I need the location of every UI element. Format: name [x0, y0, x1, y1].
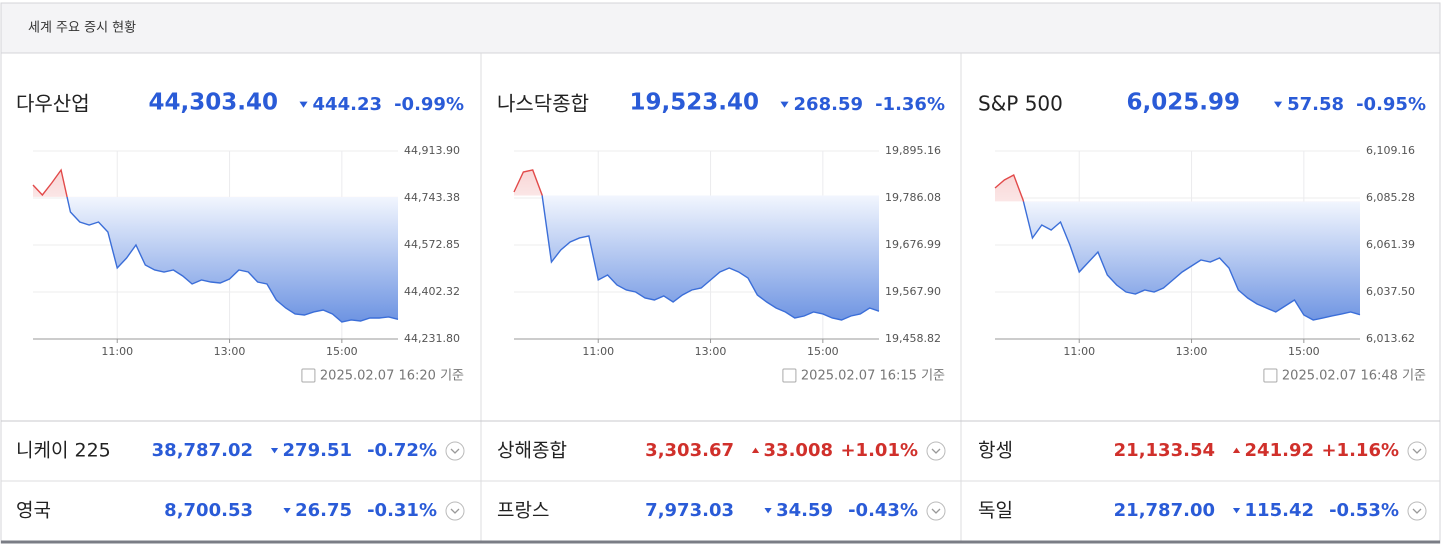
timestamp: 2025.02.07 16:20 기준: [320, 369, 464, 384]
expand-chevron: [931, 448, 941, 454]
expand-button[interactable]: [926, 501, 946, 521]
index-name: 프랑스: [497, 500, 549, 522]
index-change: 26.75: [295, 500, 352, 521]
index-price: 8,700.53: [164, 500, 253, 521]
y-tick-label: 44,572.85: [404, 238, 460, 251]
index-price: 21,133.54: [1114, 440, 1215, 461]
index-name: 항셍: [978, 440, 1013, 462]
x-tick-label: 11:00: [101, 345, 133, 358]
index-change: 57.58: [1287, 94, 1344, 115]
y-tick-label: 19,567.90: [885, 285, 941, 298]
index-name: S&P 500: [978, 92, 1063, 116]
y-tick-label: 19,895.16: [885, 144, 941, 157]
y-tick-label: 44,743.38: [404, 191, 460, 204]
direction-arrow: [283, 507, 291, 514]
expand-chevron: [450, 448, 460, 454]
index-price: 21,787.00: [1114, 500, 1215, 521]
y-tick-label: 44,913.90: [404, 144, 460, 157]
index-price: 7,973.03: [645, 500, 734, 521]
index-change-pct: +1.16%: [1321, 440, 1399, 461]
index-price: 19,523.40: [630, 90, 760, 116]
direction-arrow: [1232, 507, 1241, 514]
x-tick-label: 11:00: [582, 345, 614, 358]
area-fill: [33, 169, 398, 322]
expand-chevron: [931, 508, 941, 514]
direction-arrow: [1274, 101, 1283, 108]
index-price: 6,025.99: [1127, 90, 1241, 116]
y-tick-label: 44,402.32: [404, 285, 460, 298]
expand-button[interactable]: [445, 501, 465, 521]
expand-button[interactable]: [1407, 501, 1427, 521]
x-tick-label: 13:00: [1176, 345, 1208, 358]
index-price: 38,787.02: [152, 440, 253, 461]
expand-button[interactable]: [1407, 441, 1427, 461]
timestamp-icon: [1263, 368, 1278, 383]
header-title: 세계 주요 증시 현황: [28, 21, 136, 36]
price-line: [32, 168, 399, 323]
y-tick-label: 19,458.82: [885, 332, 941, 345]
index-change-pct: -0.31%: [367, 500, 437, 521]
index-change-pct: -0.95%: [1356, 94, 1426, 115]
direction-arrow: [1232, 447, 1241, 454]
index-change: 33.008: [764, 440, 833, 461]
index-change-pct: -0.72%: [367, 440, 437, 461]
index-change: 34.59: [776, 500, 833, 521]
index-name: 상해종합: [497, 440, 567, 462]
area-fill: [514, 169, 879, 320]
x-tick-label: 13:00: [214, 345, 246, 358]
x-tick-label: 13:00: [695, 345, 727, 358]
index-change: 444.23: [313, 94, 382, 115]
index-change: 241.92: [1245, 440, 1314, 461]
direction-arrow: [270, 447, 279, 454]
y-tick-label: 6,061.39: [1366, 238, 1415, 251]
index-name: 다우산업: [16, 92, 90, 116]
index-change: 268.59: [794, 94, 863, 115]
y-tick-label: 44,231.80: [404, 332, 460, 345]
expand-chevron: [1412, 448, 1422, 454]
x-tick-label: 11:00: [1063, 345, 1095, 358]
expand-chevron: [1412, 508, 1422, 514]
direction-arrow: [764, 507, 772, 514]
price-line: [513, 169, 880, 321]
index-change-pct: -0.53%: [1329, 500, 1399, 521]
y-tick-label: 6,013.62: [1366, 332, 1415, 345]
index-change: 115.42: [1245, 500, 1314, 521]
index-change-pct: -1.36%: [875, 94, 945, 115]
y-tick-label: 6,085.28: [1366, 191, 1415, 204]
area-fill: [995, 175, 1360, 321]
direction-arrow: [751, 447, 760, 454]
expand-chevron: [450, 508, 460, 514]
x-tick-label: 15:00: [326, 345, 358, 358]
index-price: 44,303.40: [149, 90, 279, 116]
timestamp-icon: [782, 368, 797, 383]
y-tick-label: 6,109.16: [1366, 144, 1415, 157]
expand-button[interactable]: [926, 441, 946, 461]
direction-arrow: [780, 101, 789, 108]
price-line: [994, 174, 1361, 321]
y-tick-label: 19,786.08: [885, 191, 941, 204]
index-price: 3,303.67: [645, 440, 734, 461]
y-tick-label: 6,037.50: [1366, 285, 1415, 298]
timestamp: 2025.02.07 16:15 기준: [801, 369, 945, 384]
header-bar: [0, 2, 1441, 54]
index-change-pct: +1.01%: [840, 440, 918, 461]
timestamp: 2025.02.07 16:48 기준: [1282, 369, 1426, 384]
y-tick-label: 19,676.99: [885, 238, 941, 251]
index-name: 독일: [978, 500, 1013, 522]
direction-arrow: [299, 101, 308, 108]
index-change-pct: -0.43%: [848, 500, 918, 521]
index-name: 영국: [16, 500, 51, 522]
index-name: 니케이 225: [16, 440, 111, 462]
x-tick-label: 15:00: [1288, 345, 1320, 358]
expand-button[interactable]: [445, 441, 465, 461]
index-change: 279.51: [283, 440, 352, 461]
timestamp-icon: [301, 368, 316, 383]
index-change-pct: -0.99%: [394, 94, 464, 115]
x-tick-label: 15:00: [807, 345, 839, 358]
index-name: 나스닥종합: [497, 92, 589, 116]
